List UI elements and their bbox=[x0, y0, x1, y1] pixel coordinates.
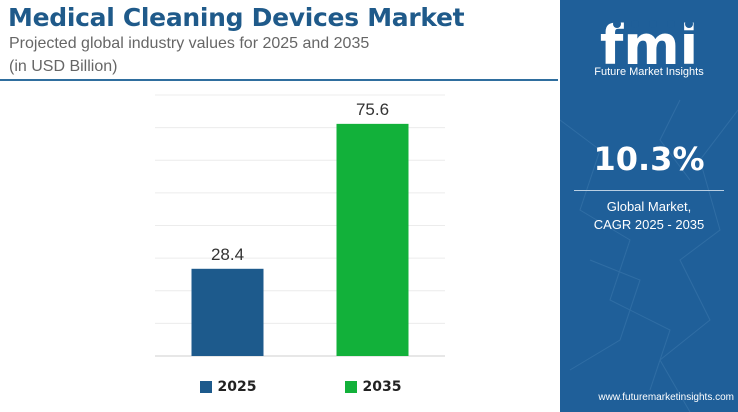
cagr-divider bbox=[574, 190, 724, 191]
bar-2035 bbox=[336, 123, 409, 357]
logo-dot-icon bbox=[631, 20, 639, 28]
legend-label: 2025 bbox=[217, 379, 257, 395]
logo-dot-icon bbox=[667, 20, 675, 28]
sidebar-texture bbox=[560, 99, 738, 412]
header-divider bbox=[0, 79, 558, 81]
chart-legend: 2025 2035 bbox=[0, 379, 560, 401]
fmi-logo: fmi bbox=[600, 14, 698, 77]
website-link[interactable]: www.futuremarketinsights.com bbox=[598, 392, 734, 403]
legend-swatch bbox=[199, 381, 212, 393]
logo-subtitle: Future Market Insights bbox=[594, 66, 704, 78]
cagr-value: 10.3% bbox=[593, 140, 705, 178]
sidebar-panel: fmi Future Market Insights 10.3% Global … bbox=[560, 0, 738, 412]
cagr-label: Global Market, bbox=[606, 199, 692, 214]
legend-item-2035: 2035 bbox=[344, 379, 402, 395]
units-label: (in USD Billion) bbox=[9, 58, 118, 75]
legend-swatch bbox=[344, 381, 357, 393]
chart-subtitle: Projected global industry values for 202… bbox=[9, 35, 370, 52]
logo-dot-icon bbox=[685, 20, 693, 28]
logo-dot-icon bbox=[613, 20, 621, 28]
bar-chart: 28.4 75.6 bbox=[155, 94, 445, 357]
logo-dot-icon bbox=[649, 20, 657, 28]
legend-label: 2035 bbox=[362, 379, 402, 395]
chart-title: Medical Cleaning Devices Market bbox=[8, 3, 465, 32]
data-label-2025: 28.4 bbox=[211, 245, 244, 264]
legend-item-2025: 2025 bbox=[199, 379, 257, 395]
bar-2025 bbox=[191, 268, 264, 356]
data-label-2035: 75.6 bbox=[356, 100, 389, 119]
cagr-period: CAGR 2025 - 2035 bbox=[593, 217, 705, 232]
